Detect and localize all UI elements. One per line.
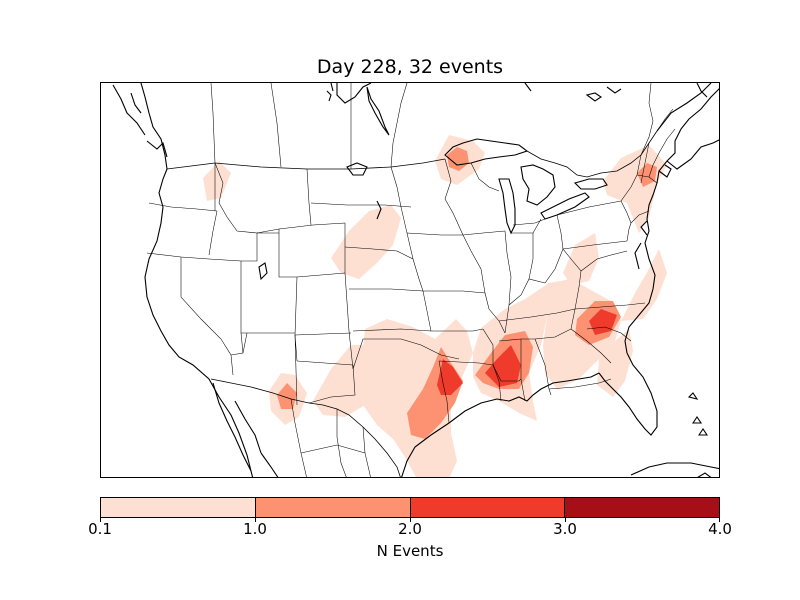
colorbar-tick-label: 3.0 <box>553 520 577 538</box>
colorbar-level-1 <box>254 498 410 517</box>
event-density-map <box>100 82 720 478</box>
contour-region <box>277 383 297 409</box>
great-lakes <box>258 83 708 281</box>
colorbar-level-2 <box>409 498 565 517</box>
contour-region <box>485 345 521 387</box>
contour-region <box>331 205 401 279</box>
contour-level-2 <box>437 309 617 395</box>
map-title: Day 228, 32 events <box>316 56 504 78</box>
contour-region <box>203 161 231 201</box>
contour-region <box>603 145 667 233</box>
contour-region <box>621 249 667 321</box>
colorbar <box>100 497 720 518</box>
colorbar-label: N Events <box>376 542 444 560</box>
contour-region <box>589 309 617 335</box>
colorbar-tick-label: 2.0 <box>398 520 422 538</box>
contour-fills <box>203 135 667 477</box>
state-borders <box>146 83 676 477</box>
map-canvas <box>112 83 719 477</box>
contour-region <box>447 147 469 171</box>
country-borders <box>166 130 658 477</box>
coastlines <box>112 83 719 477</box>
colorbar-tick-label: 0.1 <box>88 520 112 538</box>
contour-region <box>563 233 599 285</box>
colorbar-tick-label: 4.0 <box>708 520 732 538</box>
colorbar-level-0 <box>101 498 255 517</box>
colorbar-tick-label: 1.0 <box>243 520 267 538</box>
contour-region <box>597 329 633 397</box>
colorbar-level-3 <box>564 498 719 517</box>
contour-region <box>637 163 657 187</box>
